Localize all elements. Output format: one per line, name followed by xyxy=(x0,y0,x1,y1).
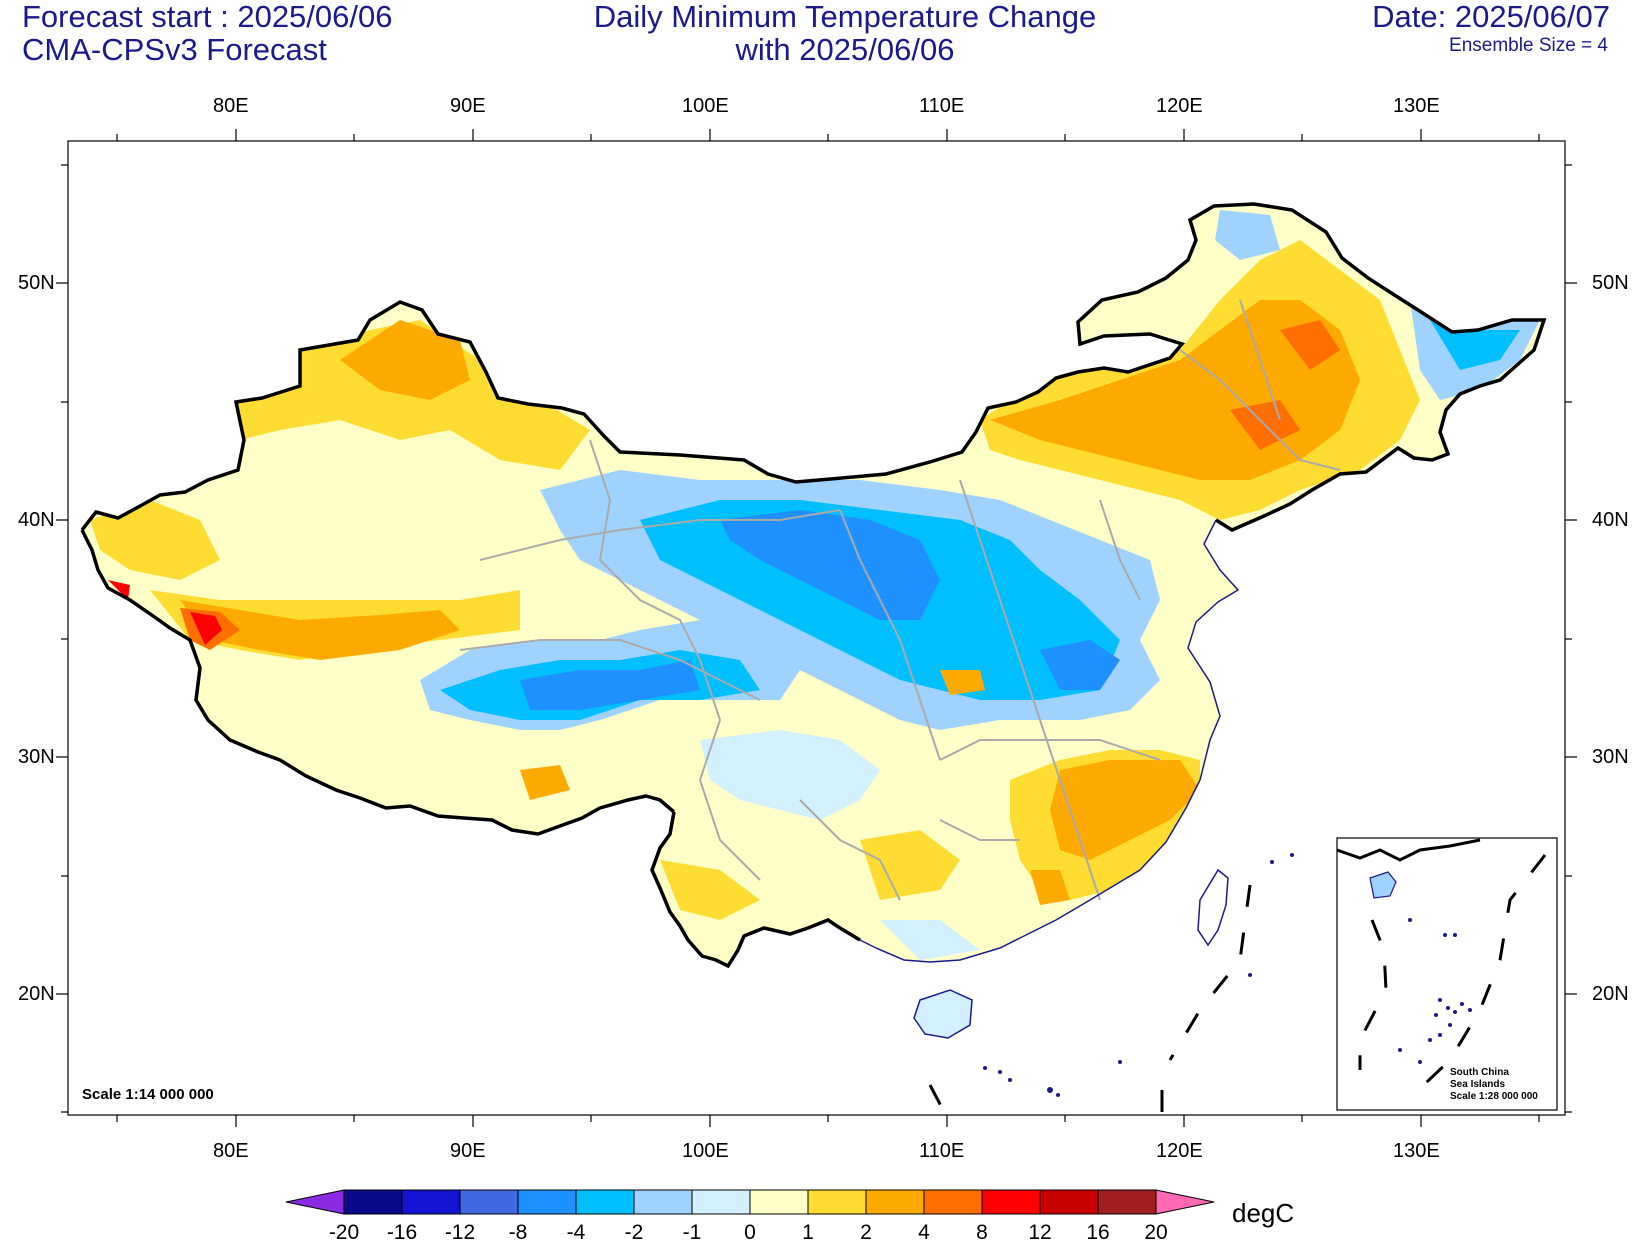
inset-islands xyxy=(1398,918,1472,1064)
colorbar-cell xyxy=(1039,1189,1099,1215)
inset-hainan xyxy=(1369,871,1397,899)
date-label: Date: 2025/06/07 xyxy=(1372,0,1610,34)
colorbar-tick-label: 2 xyxy=(860,1221,872,1244)
colorbar-tick-label: 4 xyxy=(918,1221,930,1244)
colorbar-tick-label: -16 xyxy=(386,1221,418,1244)
lon-label-bottom: 100E xyxy=(682,1140,729,1162)
lon-label-top: 90E xyxy=(450,95,486,117)
lat-label-left: 50N xyxy=(18,272,55,294)
colorbar-cell xyxy=(633,1189,693,1215)
colorbar-tick-label: -1 xyxy=(682,1221,702,1244)
lon-label-top: 110E xyxy=(919,95,965,117)
colorbar-cell xyxy=(575,1189,635,1215)
colorbar-tick-label: -20 xyxy=(328,1221,360,1244)
inset-label-line3: Scale 1:28 000 000 xyxy=(1450,1091,1538,1102)
colorbar-cell xyxy=(401,1189,461,1215)
colorbar-tick-label: 8 xyxy=(976,1221,988,1244)
colorbar-tick-label: -4 xyxy=(566,1221,586,1244)
colorbar-cell xyxy=(981,1189,1041,1215)
lat-label-left: 40N xyxy=(18,509,55,531)
colorbar-tick-label: -12 xyxy=(444,1221,476,1244)
taiwan-island xyxy=(1197,868,1229,947)
province-boundaries xyxy=(459,299,1341,901)
title-line2: with 2025/06/06 xyxy=(735,32,955,67)
colorbar-under-triangle xyxy=(285,1189,345,1215)
colorbar-cell xyxy=(749,1189,809,1215)
colorbar-cell xyxy=(343,1189,403,1215)
colorbar-unit: degC xyxy=(1232,1198,1295,1228)
colorbar-tick-label: -2 xyxy=(624,1221,644,1244)
maritime-boundary xyxy=(928,884,1252,1115)
lat-label-right: 20N xyxy=(1592,983,1629,1005)
colorbar-cell xyxy=(865,1189,925,1215)
colorbar-cell xyxy=(1097,1189,1157,1215)
lat-label-left: 30N xyxy=(18,746,55,768)
coastline xyxy=(859,519,1240,963)
lon-label-bottom: 80E xyxy=(213,1140,249,1162)
colorbar-cell xyxy=(459,1189,519,1215)
colorbar-tick-label: 16 xyxy=(1086,1221,1110,1244)
country-border-south xyxy=(650,811,861,969)
small-islands xyxy=(983,853,1294,1097)
colorbar-tick-label: 1 xyxy=(802,1221,814,1244)
colorbar-tick-label: 20 xyxy=(1144,1221,1168,1244)
colorbar-cell xyxy=(923,1189,983,1215)
lon-label-bottom: 90E xyxy=(450,1140,486,1162)
country-border-southwest xyxy=(80,529,676,836)
inset-label-line2: Sea Islands xyxy=(1450,1079,1506,1090)
axis-ticks xyxy=(56,129,1577,1127)
lon-label-bottom: 130E xyxy=(1393,1140,1440,1162)
country-border-north xyxy=(80,202,1547,532)
lon-label-bottom: 120E xyxy=(1156,1140,1203,1162)
colorbar-tick-label: 0 xyxy=(744,1221,756,1244)
colorbar-over-triangle xyxy=(1155,1189,1215,1215)
map-scale-label: Scale 1:14 000 000 xyxy=(82,1086,214,1103)
lon-label-top: 120E xyxy=(1156,95,1203,117)
colorbar-tick-label: -8 xyxy=(508,1221,528,1244)
lon-label-top: 80E xyxy=(213,95,249,117)
colorbar-cell xyxy=(807,1189,867,1215)
colorbar-cell xyxy=(691,1189,751,1215)
lat-label-left: 20N xyxy=(18,983,55,1005)
colorbar xyxy=(285,1189,1215,1215)
inset-nine-dash-line xyxy=(1358,854,1547,1100)
hainan-island xyxy=(913,989,973,1039)
inset-coast xyxy=(1336,838,1481,862)
colorbar-tick-label: 12 xyxy=(1028,1221,1052,1244)
inset-label-line1: South China xyxy=(1450,1067,1509,1078)
forecast-start-label: Forecast start : 2025/06/06 xyxy=(22,0,393,34)
ensemble-size-label: Ensemble Size = 4 xyxy=(1449,35,1608,56)
lat-label-right: 40N xyxy=(1592,509,1629,531)
lat-label-right: 50N xyxy=(1592,272,1629,294)
model-label: CMA-CPSv3 Forecast xyxy=(22,32,327,67)
lat-label-right: 30N xyxy=(1592,746,1629,768)
lon-label-top: 130E xyxy=(1393,95,1440,117)
lon-label-top: 100E xyxy=(682,95,729,117)
title-line1: Daily Minimum Temperature Change xyxy=(593,0,1097,34)
colorbar-cell xyxy=(517,1189,577,1215)
lon-label-bottom: 110E xyxy=(919,1140,965,1162)
